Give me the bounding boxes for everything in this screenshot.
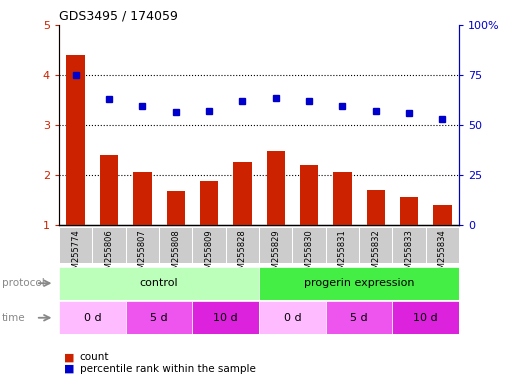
Text: GSM255809: GSM255809 [205,230,213,280]
Bar [426,227,459,263]
Bar [126,227,159,263]
Text: GSM255832: GSM255832 [371,230,380,280]
Bar [333,172,351,225]
Text: GDS3495 / 174059: GDS3495 / 174059 [59,9,178,22]
Text: GSM255830: GSM255830 [305,230,313,280]
Bar [59,301,126,334]
Text: 5 d: 5 d [150,313,168,323]
Text: 5 d: 5 d [350,313,368,323]
Bar [200,181,218,225]
Bar [59,227,92,263]
Bar [126,301,192,334]
Bar [367,190,385,225]
Bar [67,55,85,225]
Text: count: count [80,352,109,362]
Bar [259,267,459,300]
Bar [433,205,451,225]
Bar [259,301,326,334]
Text: GSM255808: GSM255808 [171,230,180,280]
Bar [59,267,259,300]
Bar [292,227,326,263]
Text: GSM255833: GSM255833 [405,230,413,280]
Text: GSM255831: GSM255831 [338,230,347,280]
Bar [100,155,118,225]
Text: control: control [140,278,179,288]
Text: GSM255829: GSM255829 [271,230,280,280]
Text: GSM255834: GSM255834 [438,230,447,280]
Text: protocol: protocol [2,278,44,288]
Text: GSM255806: GSM255806 [105,230,113,280]
Bar [392,301,459,334]
Text: ■: ■ [64,352,74,362]
Text: ■: ■ [64,364,74,374]
Bar [326,301,392,334]
Text: 10 d: 10 d [213,313,238,323]
Bar [300,165,318,225]
Bar [400,197,418,225]
Bar [192,301,259,334]
Bar [133,172,151,225]
Bar [267,151,285,225]
Text: progerin expression: progerin expression [304,278,415,288]
Bar [159,227,192,263]
Text: GSM255774: GSM255774 [71,230,80,280]
Bar [359,227,392,263]
Text: 10 d: 10 d [413,313,438,323]
Bar [92,227,126,263]
Text: 0 d: 0 d [84,313,101,323]
Text: time: time [2,313,25,323]
Bar [326,227,359,263]
Text: 0 d: 0 d [284,313,301,323]
Bar [233,162,251,225]
Bar [259,227,292,263]
Bar [392,227,426,263]
Bar [167,191,185,225]
Text: GSM255828: GSM255828 [238,230,247,280]
Text: GSM255807: GSM255807 [138,230,147,280]
Bar [192,227,226,263]
Text: percentile rank within the sample: percentile rank within the sample [80,364,255,374]
Bar [226,227,259,263]
